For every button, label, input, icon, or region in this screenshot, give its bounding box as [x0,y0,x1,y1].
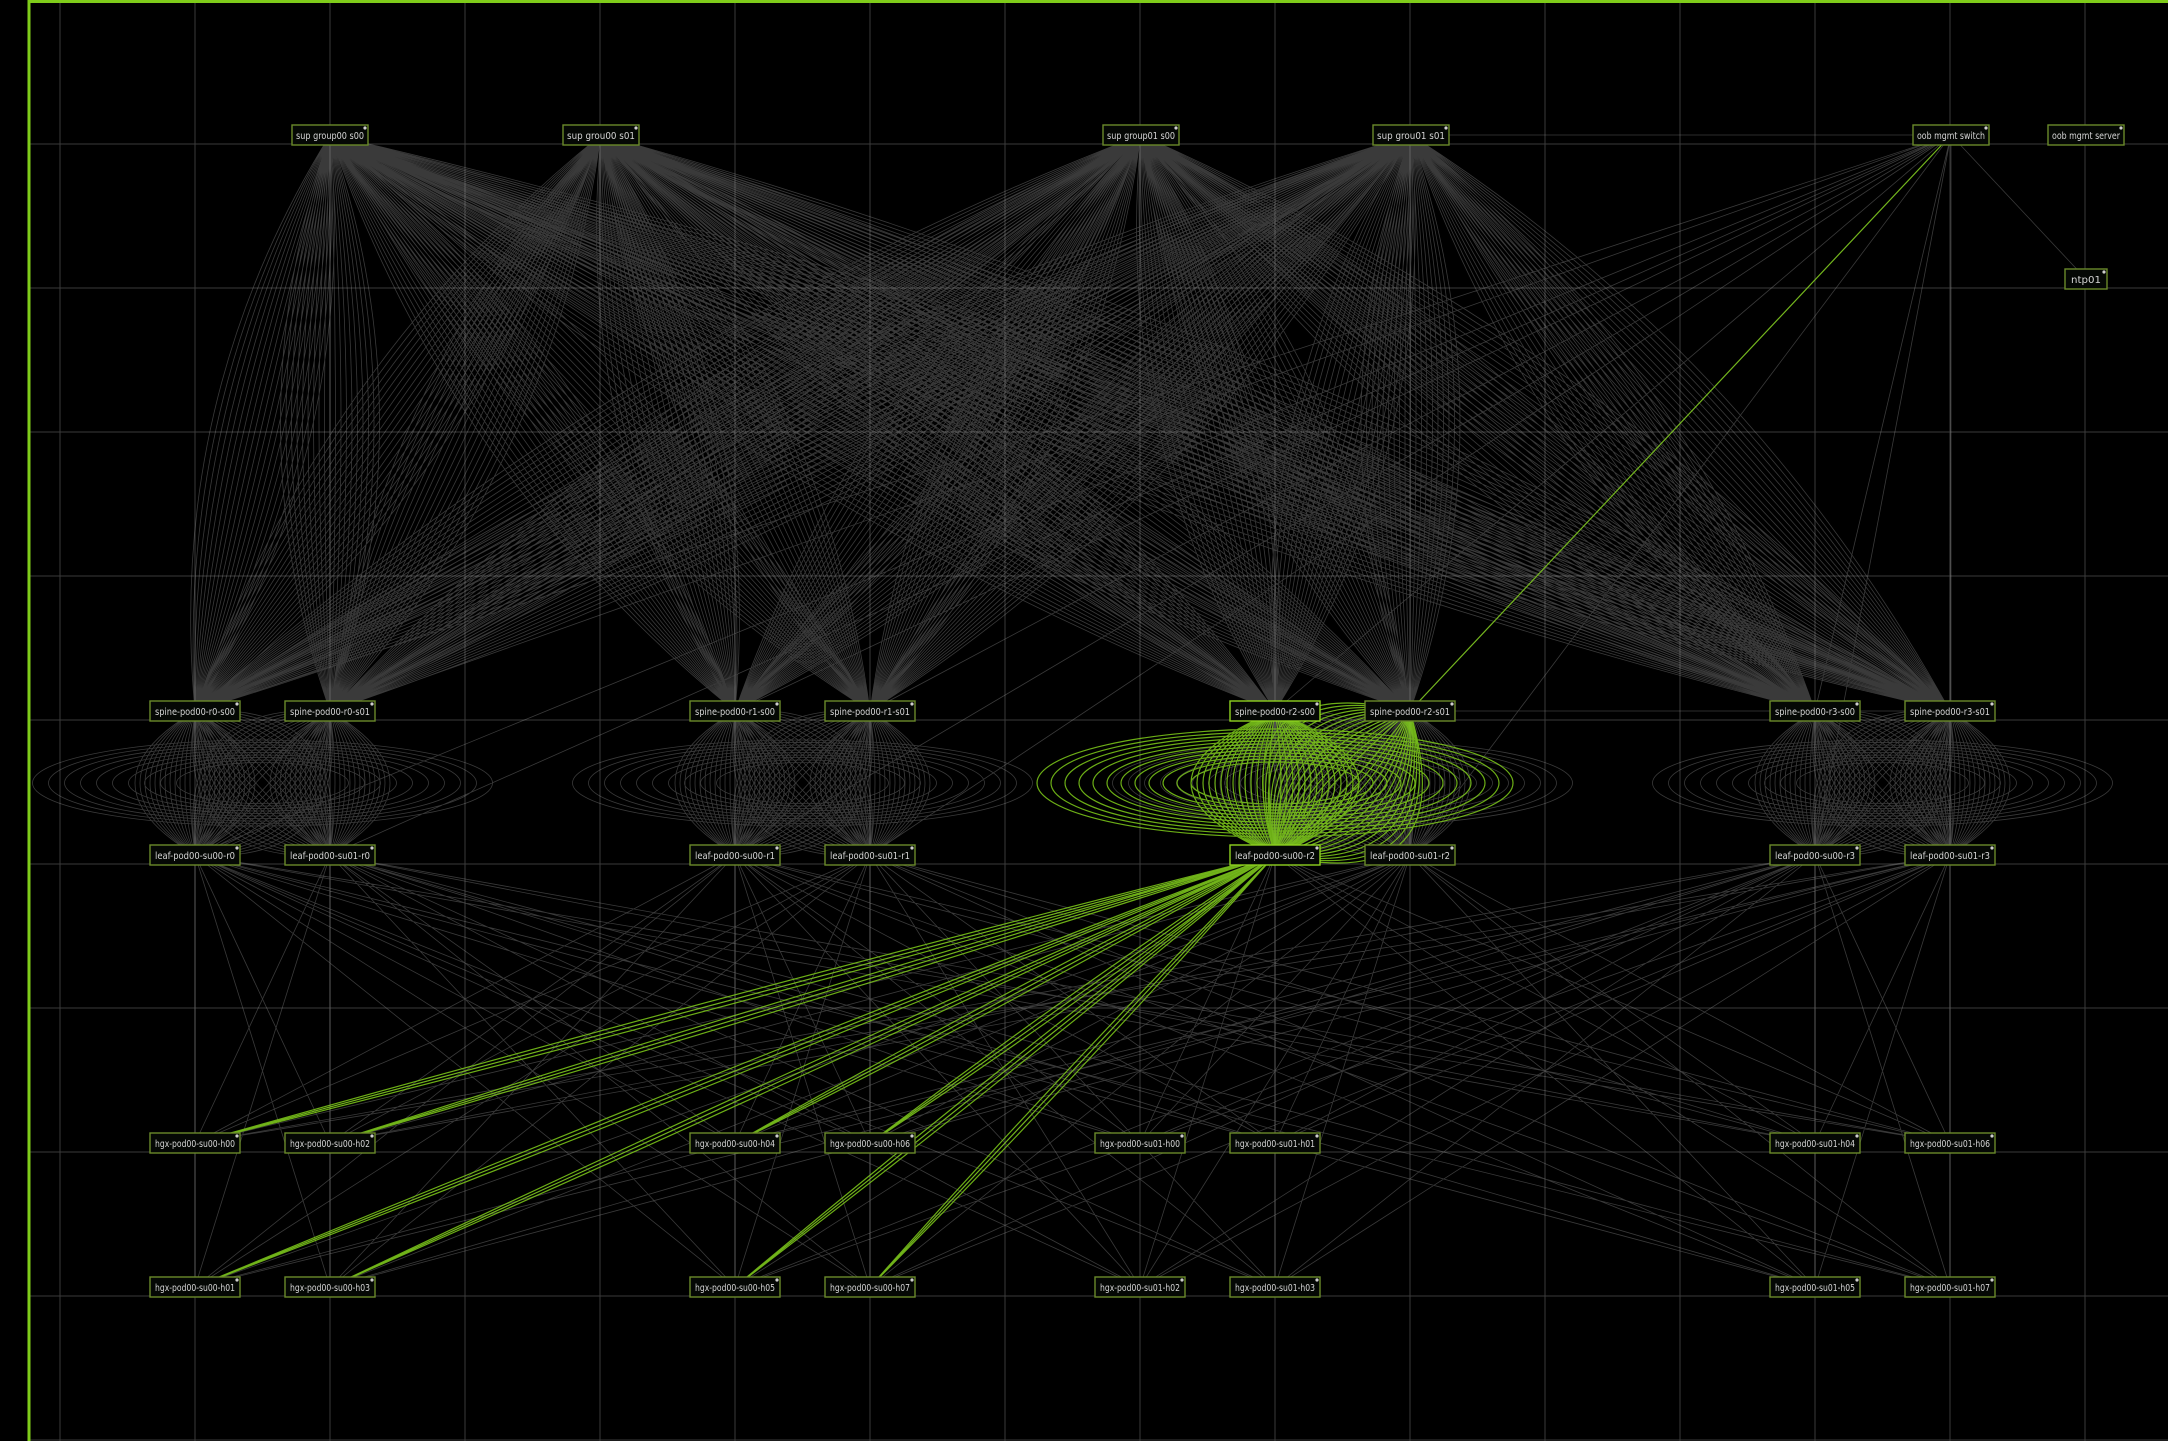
node-hgx-pod00-su01-h01[interactable]: hgx-pod00-su01-h01 [1229,1132,1321,1154]
node-label: hgx-pod00-su00-h07 [830,1283,910,1294]
node-label: leaf-pod00-su01-r3 [1910,851,1990,862]
node-label: hgx-pod00-su00-h00 [155,1139,235,1150]
node-hgx-pod00-su00-h06[interactable]: hgx-pod00-su00-h06 [824,1132,916,1154]
node-label: leaf-pod00-su00-r2 [1235,851,1315,862]
node-label: hgx-pod00-su00-h04 [695,1139,775,1150]
node-label: hgx-pod00-su01-h04 [1775,1139,1855,1150]
node-label: spine-pod00-r3-s00 [1775,707,1855,718]
node-label: hgx-pod00-su00-h02 [290,1139,370,1150]
node-label: leaf-pod00-su00-r1 [695,851,775,862]
node-label: leaf-pod00-su01-r0 [290,851,370,862]
node-label: ntp01 [2071,275,2101,286]
node-spine-pod00-r1-s00[interactable]: spine-pod00-r1-s00 [689,700,781,722]
node-label: leaf-pod00-su01-r2 [1370,851,1450,862]
node-label: oob mgmt server [2052,131,2120,142]
node-leaf-pod00-su01-r0[interactable]: leaf-pod00-su01-r0 [284,844,376,866]
node-hgx-pod00-su01-h06[interactable]: hgx-pod00-su01-h06 [1904,1132,1996,1154]
node-ntp01[interactable]: ntp01 [2064,268,2108,290]
node-label: spine-pod00-r1-s01 [830,707,910,718]
node-label: hgx-pod00-su00-h03 [290,1283,370,1294]
node-hgx-pod00-su01-h04[interactable]: hgx-pod00-su01-h04 [1769,1132,1861,1154]
node-hgx-pod00-su00-h00[interactable]: hgx-pod00-su00-h00 [149,1132,241,1154]
node-spine-pod00-r2-s00[interactable]: spine-pod00-r2-s00 [1229,700,1321,722]
node-sup-group00-s00[interactable]: sup group00 s00 [291,124,369,146]
node-leaf-pod00-su00-r0[interactable]: leaf-pod00-su00-r0 [149,844,241,866]
node-oob-mgmt-server[interactable]: oob mgmt server [2047,124,2125,146]
highlighted-links [194,134,1952,1288]
node-label: sup grou00 s01 [567,131,635,142]
node-label: hgx-pod00-su00-h05 [695,1283,775,1294]
node-label: hgx-pod00-su01-h07 [1910,1283,1990,1294]
node-hgx-pod00-su01-h05[interactable]: hgx-pod00-su01-h05 [1769,1276,1861,1298]
node-label: spine-pod00-r1-s00 [695,707,775,718]
node-label: sup group00 s00 [296,131,364,142]
node-hgx-pod00-su00-h04[interactable]: hgx-pod00-su00-h04 [689,1132,781,1154]
node-label: hgx-pod00-su01-h05 [1775,1283,1855,1294]
node-label: leaf-pod00-su00-r3 [1775,851,1855,862]
node-spine-pod00-r1-s01[interactable]: spine-pod00-r1-s01 [824,700,916,722]
node-label: leaf-pod00-su01-r1 [830,851,910,862]
node-label: hgx-pod00-su01-h01 [1235,1139,1315,1150]
node-spine-pod00-r2-s01[interactable]: spine-pod00-r2-s01 [1364,700,1456,722]
node-leaf-pod00-su01-r3[interactable]: leaf-pod00-su01-r3 [1904,844,1996,866]
node-hgx-pod00-su01-h03[interactable]: hgx-pod00-su01-h03 [1229,1276,1321,1298]
node-label: sup group01 s00 [1107,131,1175,142]
node-spine-pod00-r0-s01[interactable]: spine-pod00-r0-s01 [284,700,376,722]
node-label: spine-pod00-r3-s01 [1910,707,1990,718]
node-hgx-pod00-su01-h02[interactable]: hgx-pod00-su01-h02 [1094,1276,1186,1298]
node-leaf-pod00-su00-r1[interactable]: leaf-pod00-su00-r1 [689,844,781,866]
node-label: hgx-pod00-su00-h06 [830,1139,910,1150]
node-label: hgx-pod00-su01-h00 [1100,1139,1180,1150]
node-hgx-pod00-su00-h03[interactable]: hgx-pod00-su00-h03 [284,1276,376,1298]
node-label: hgx-pod00-su01-h06 [1910,1139,1990,1150]
node-label: hgx-pod00-su00-h01 [155,1283,235,1294]
node-label: leaf-pod00-su00-r0 [155,851,235,862]
node-label: hgx-pod00-su01-h02 [1100,1283,1180,1294]
node-leaf-pod00-su01-r1[interactable]: leaf-pod00-su01-r1 [824,844,916,866]
link-layer [32,134,2113,1288]
node-label: hgx-pod00-su01-h03 [1235,1283,1315,1294]
node-sup-group01-s00[interactable]: sup group01 s00 [1102,124,1180,146]
node-layer: sup group00 s00 sup grou00 s01 sup group… [149,124,2125,1298]
node-label: spine-pod00-r0-s00 [155,707,235,718]
node-leaf-pod00-su01-r2[interactable]: leaf-pod00-su01-r2 [1364,844,1456,866]
node-hgx-pod00-su00-h01[interactable]: hgx-pod00-su00-h01 [149,1276,241,1298]
node-sup-group01-s01[interactable]: sup grou01 s01 [1372,124,1450,146]
node-hgx-pod00-su00-h02[interactable]: hgx-pod00-su00-h02 [284,1132,376,1154]
node-hgx-pod00-su01-h07[interactable]: hgx-pod00-su01-h07 [1904,1276,1996,1298]
node-spine-pod00-r3-s00[interactable]: spine-pod00-r3-s00 [1769,700,1861,722]
node-spine-pod00-r3-s01[interactable]: spine-pod00-r3-s01 [1904,700,1996,722]
node-label: spine-pod00-r2-s01 [1370,707,1450,718]
node-label: sup grou01 s01 [1377,131,1445,142]
node-label: spine-pod00-r2-s00 [1235,707,1315,718]
node-hgx-pod00-su00-h07[interactable]: hgx-pod00-su00-h07 [824,1276,916,1298]
node-label: oob mgmt switch [1917,131,1985,142]
node-leaf-pod00-su00-r2[interactable]: leaf-pod00-su00-r2 [1229,844,1321,866]
node-oob-mgmt-switch[interactable]: oob mgmt switch [1912,124,1990,146]
node-hgx-pod00-su01-h00[interactable]: hgx-pod00-su01-h00 [1094,1132,1186,1154]
node-sup-group00-s01[interactable]: sup grou00 s01 [562,124,640,146]
node-leaf-pod00-su00-r3[interactable]: leaf-pod00-su00-r3 [1769,844,1861,866]
node-label: spine-pod00-r0-s01 [290,707,370,718]
node-spine-pod00-r0-s00[interactable]: spine-pod00-r0-s00 [149,700,241,722]
node-hgx-pod00-su00-h05[interactable]: hgx-pod00-su00-h05 [689,1276,781,1298]
